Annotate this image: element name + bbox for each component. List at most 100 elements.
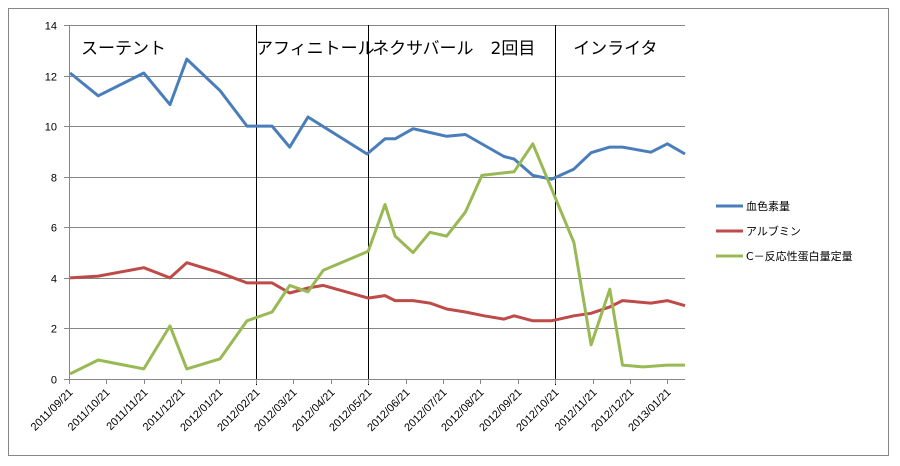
data-point [445, 307, 448, 310]
data-point [502, 155, 505, 158]
phase-label: インライタ [573, 39, 657, 59]
data-point [572, 168, 575, 171]
data-point [666, 299, 669, 302]
data-point [590, 343, 593, 346]
data-point [513, 170, 516, 173]
data-point [412, 299, 415, 302]
data-point [464, 211, 467, 214]
data-point [513, 158, 516, 161]
legend-label: アルブミン [746, 224, 801, 238]
data-point [185, 261, 188, 264]
data-point [306, 290, 309, 293]
data-point [288, 292, 291, 295]
data-point [621, 299, 624, 302]
data-point [246, 319, 249, 322]
data-point [219, 89, 222, 92]
data-point [480, 174, 483, 177]
data-point [572, 241, 575, 244]
y-tick-label: 2 [51, 324, 57, 336]
data-point [621, 146, 624, 149]
data-point [97, 359, 100, 362]
data-point [384, 203, 387, 206]
phase-label: アフィニトール [256, 39, 375, 59]
legend-label: 血色素量 [746, 199, 790, 213]
data-point [428, 302, 431, 305]
data-point [608, 146, 611, 149]
data-point [142, 266, 145, 269]
data-point [608, 305, 611, 308]
data-point [168, 324, 171, 327]
data-point [531, 142, 534, 145]
y-tick-label: 6 [51, 223, 57, 235]
data-point [97, 275, 100, 278]
data-point [246, 281, 249, 284]
data-point [97, 94, 100, 97]
series-line-1 [70, 261, 686, 323]
data-point [384, 294, 387, 297]
data-point [394, 299, 397, 302]
data-point [394, 235, 397, 238]
data-point [384, 137, 387, 140]
data-point [683, 364, 686, 367]
y-tick-label: 0 [51, 375, 57, 387]
data-point [412, 251, 415, 254]
data-point [572, 314, 575, 317]
series-line-0 [69, 57, 686, 181]
data-point [683, 304, 686, 307]
data-point [683, 152, 686, 155]
data-point [666, 364, 669, 367]
data-point [322, 269, 325, 272]
data-point [271, 281, 274, 284]
data-point [246, 125, 249, 128]
data-point [168, 103, 171, 106]
data-point [412, 127, 415, 130]
data-point [590, 151, 593, 154]
y-tick-label: 4 [51, 274, 57, 286]
data-point [483, 314, 486, 317]
data-point [288, 146, 291, 149]
data-point [322, 284, 325, 287]
data-point [142, 367, 145, 370]
data-point [185, 58, 188, 61]
data-point [464, 310, 467, 313]
data-point [367, 250, 370, 253]
data-point [185, 367, 188, 370]
legend-label: C－反応性蛋白量定量 [746, 249, 853, 263]
data-point [142, 72, 145, 75]
data-point [513, 314, 516, 317]
data-point [288, 284, 291, 287]
data-point [428, 131, 431, 134]
data-point [219, 357, 222, 360]
data-point [531, 319, 534, 322]
data-point [271, 125, 274, 128]
data-point [367, 297, 370, 300]
data-point [394, 137, 397, 140]
data-point [621, 364, 624, 367]
data-point [366, 152, 369, 155]
phase-label: スーテント [81, 39, 166, 59]
phase-label: ネクサバール 2回目 [372, 39, 535, 59]
data-point [608, 288, 611, 291]
y-tick-label: 8 [51, 173, 57, 185]
data-point [666, 142, 669, 145]
data-point [649, 302, 652, 305]
data-point [219, 271, 222, 274]
y-tick-label: 10 [45, 122, 57, 134]
data-point [590, 312, 593, 315]
data-point [428, 231, 431, 234]
data-point [502, 318, 505, 321]
data-point [306, 116, 309, 119]
data-point [550, 178, 553, 181]
data-point [445, 135, 448, 138]
data-point [445, 235, 448, 238]
data-point [649, 151, 652, 154]
data-point [550, 319, 553, 322]
y-tick-label: 14 [45, 21, 57, 33]
data-point [168, 276, 171, 279]
data-point [531, 174, 534, 177]
series-line-2 [69, 142, 685, 376]
y-tick-label: 12 [45, 72, 57, 84]
data-point [271, 310, 274, 313]
data-point [642, 365, 645, 368]
